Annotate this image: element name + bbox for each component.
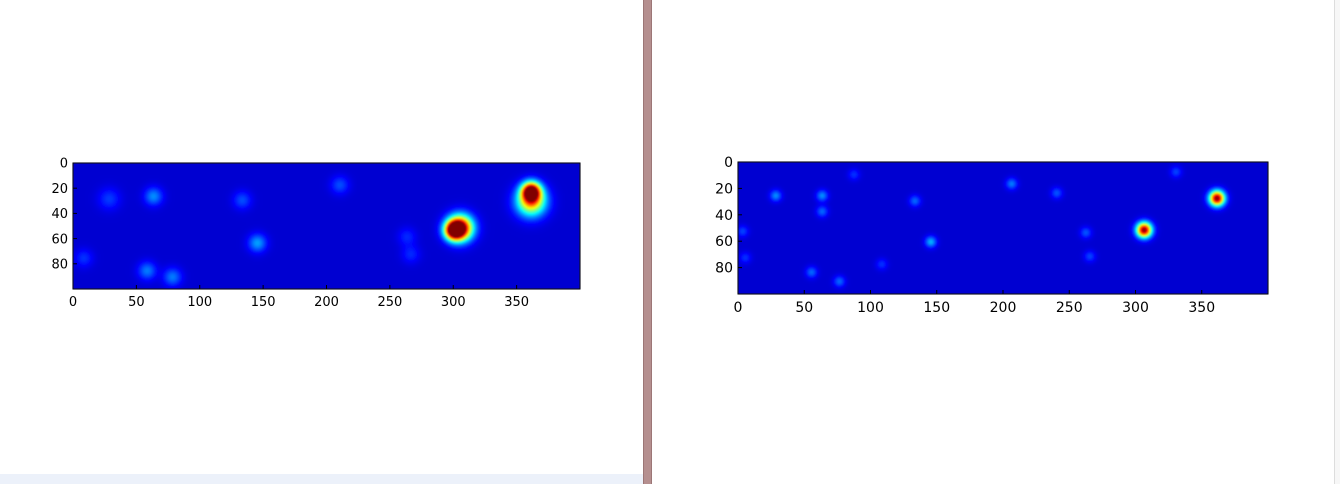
left-heatmap-chart: 0 50 100 150 200 250 300 350 0 20 40 60 80 bbox=[51, 157, 581, 310]
x-tick-label: 350 bbox=[504, 295, 529, 310]
y-tick-label: 0 bbox=[60, 157, 68, 172]
x-tick-label: 200 bbox=[990, 300, 1017, 316]
x-tick-label: 100 bbox=[857, 300, 884, 316]
pane-splitter[interactable] bbox=[643, 0, 652, 484]
right-heatmap-chart: 0 50 100 150 200 250 300 350 0 20 40 60 80 bbox=[715, 155, 1269, 316]
x-tick-label: 50 bbox=[128, 295, 145, 310]
x-tick-label: 250 bbox=[1056, 300, 1083, 316]
x-tick-label: 0 bbox=[69, 295, 77, 310]
x-tick-label: 300 bbox=[1122, 300, 1149, 316]
x-tick-label: 50 bbox=[795, 300, 813, 316]
y-tick-label: 80 bbox=[51, 257, 68, 272]
y-tick-label: 0 bbox=[724, 155, 733, 171]
left-pane-footer bbox=[0, 474, 643, 484]
y-tick-label: 20 bbox=[51, 182, 68, 197]
left-plot-pane: 0 50 100 150 200 250 300 350 0 20 40 60 80 bbox=[0, 0, 643, 484]
x-tick-label: 300 bbox=[441, 295, 466, 310]
x-tick-label: 150 bbox=[251, 295, 276, 310]
x-tick-label: 200 bbox=[314, 295, 339, 310]
y-tick-label: 60 bbox=[51, 232, 68, 247]
y-tick-label: 20 bbox=[715, 181, 733, 197]
heatmap-image bbox=[73, 163, 580, 289]
y-tick-label: 80 bbox=[715, 261, 733, 277]
x-tick-label: 0 bbox=[734, 300, 743, 316]
x-tick-label: 150 bbox=[923, 300, 950, 316]
x-tick-label: 250 bbox=[377, 295, 402, 310]
x-tick-label: 350 bbox=[1188, 300, 1215, 316]
y-tick-label: 40 bbox=[715, 208, 733, 224]
heatmap-image bbox=[738, 162, 1268, 294]
right-plot-pane: 0 50 100 150 200 250 300 350 0 20 40 60 80 bbox=[652, 0, 1340, 484]
window-right-edge bbox=[1334, 0, 1340, 484]
y-tick-label: 60 bbox=[715, 234, 733, 250]
y-tick-label: 40 bbox=[51, 207, 68, 222]
x-tick-label: 100 bbox=[187, 295, 212, 310]
